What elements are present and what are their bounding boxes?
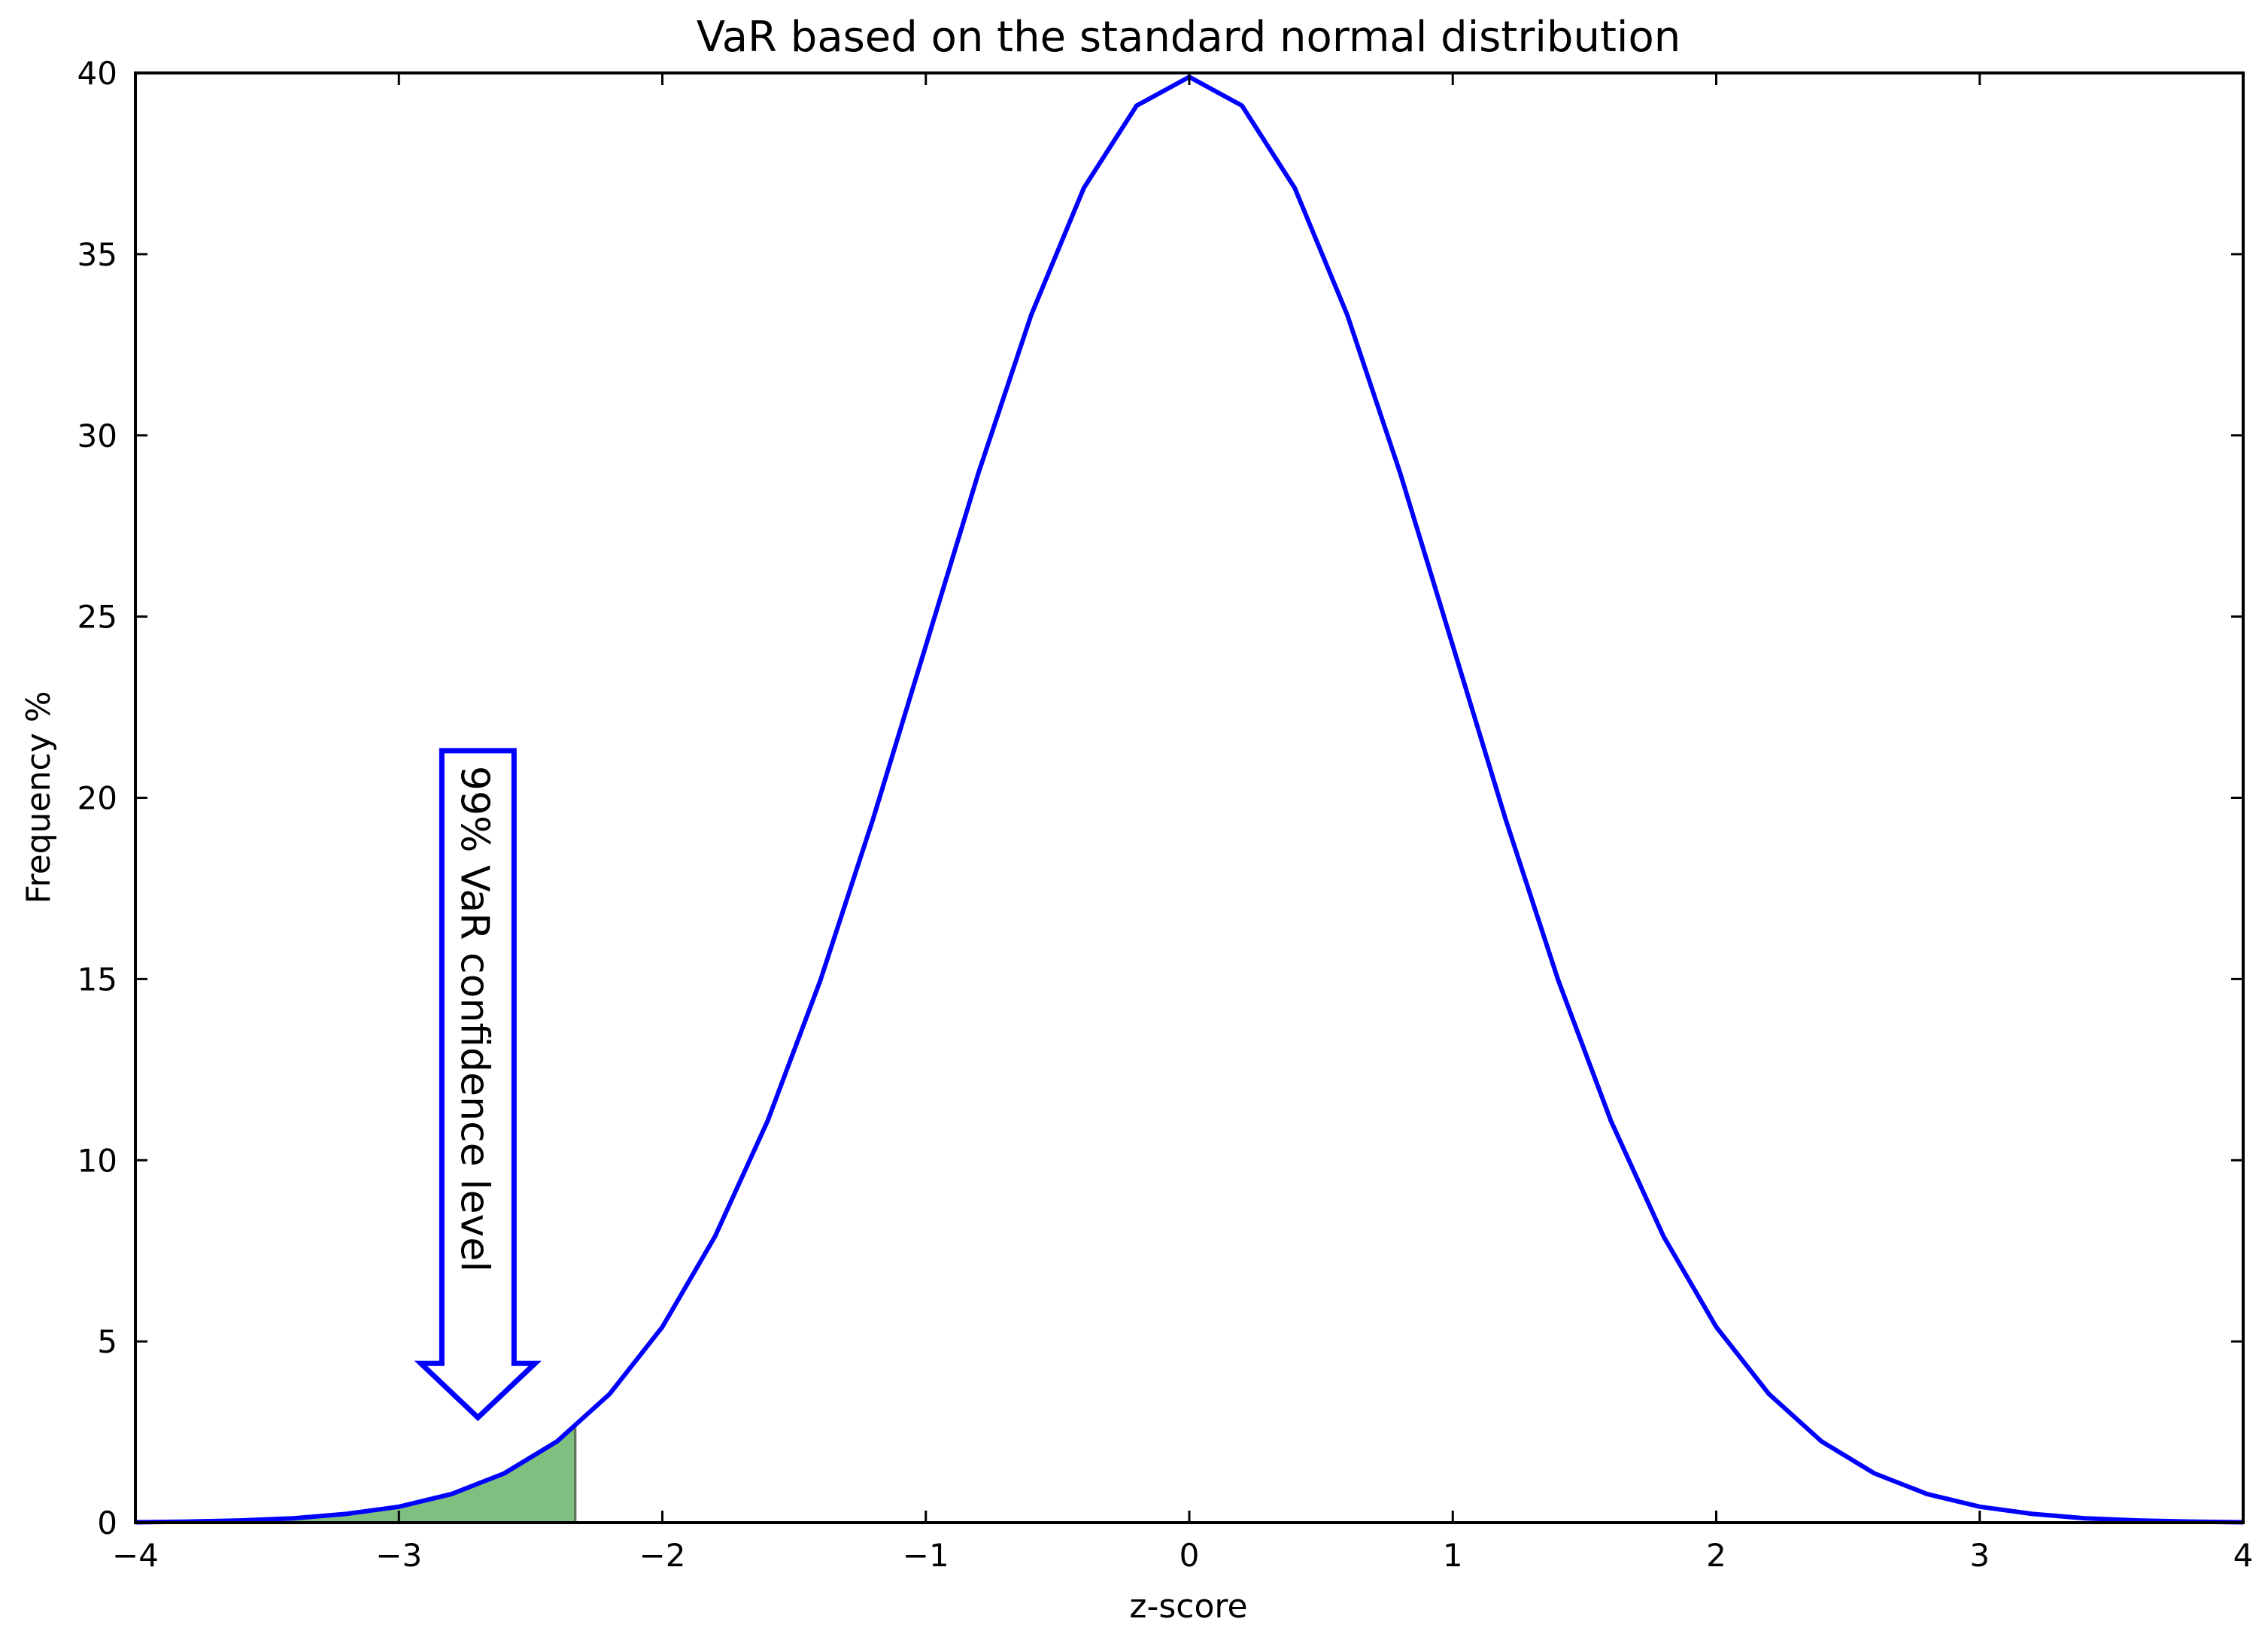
y-tick-label: 5 [97, 1323, 117, 1360]
plot-area: 99% VaR confidence level [134, 74, 2244, 1525]
chart-title: VaR based on the standard normal distrib… [697, 13, 1681, 62]
x-tick-label: −4 [112, 1537, 159, 1574]
y-tick-label: 20 [77, 780, 117, 817]
annotation-arrow [414, 748, 542, 1422]
y-tick-label: 10 [77, 1142, 117, 1179]
x-tick-label: 1 [1443, 1537, 1463, 1574]
x-tick-label: 2 [1706, 1537, 1726, 1574]
annotation-text: 99% VaR confidence level [451, 766, 496, 1272]
x-tick-label: −3 [375, 1537, 422, 1574]
x-axis-label: z-score [1129, 1587, 1247, 1626]
y-axis-label: Frequency % [20, 691, 58, 904]
x-axis: −4 −3 −2 −1 0 1 2 3 4 [112, 73, 2253, 1574]
y-tick-label: 30 [77, 418, 117, 454]
y-axis: 0 5 10 15 20 25 30 35 40 [77, 55, 2243, 1541]
y-tick-label: 40 [77, 55, 117, 92]
x-tick-label: 3 [1969, 1537, 1990, 1574]
y-tick-label: 25 [77, 599, 117, 636]
y-tick-label: 35 [77, 236, 117, 273]
y-tick-label: 0 [97, 1505, 117, 1541]
x-tick-label: 4 [2233, 1537, 2254, 1574]
x-tick-label: −2 [639, 1537, 686, 1574]
y-tick-label: 15 [77, 961, 117, 998]
x-tick-label: −1 [903, 1537, 949, 1574]
x-tick-label: 0 [1180, 1537, 1200, 1574]
